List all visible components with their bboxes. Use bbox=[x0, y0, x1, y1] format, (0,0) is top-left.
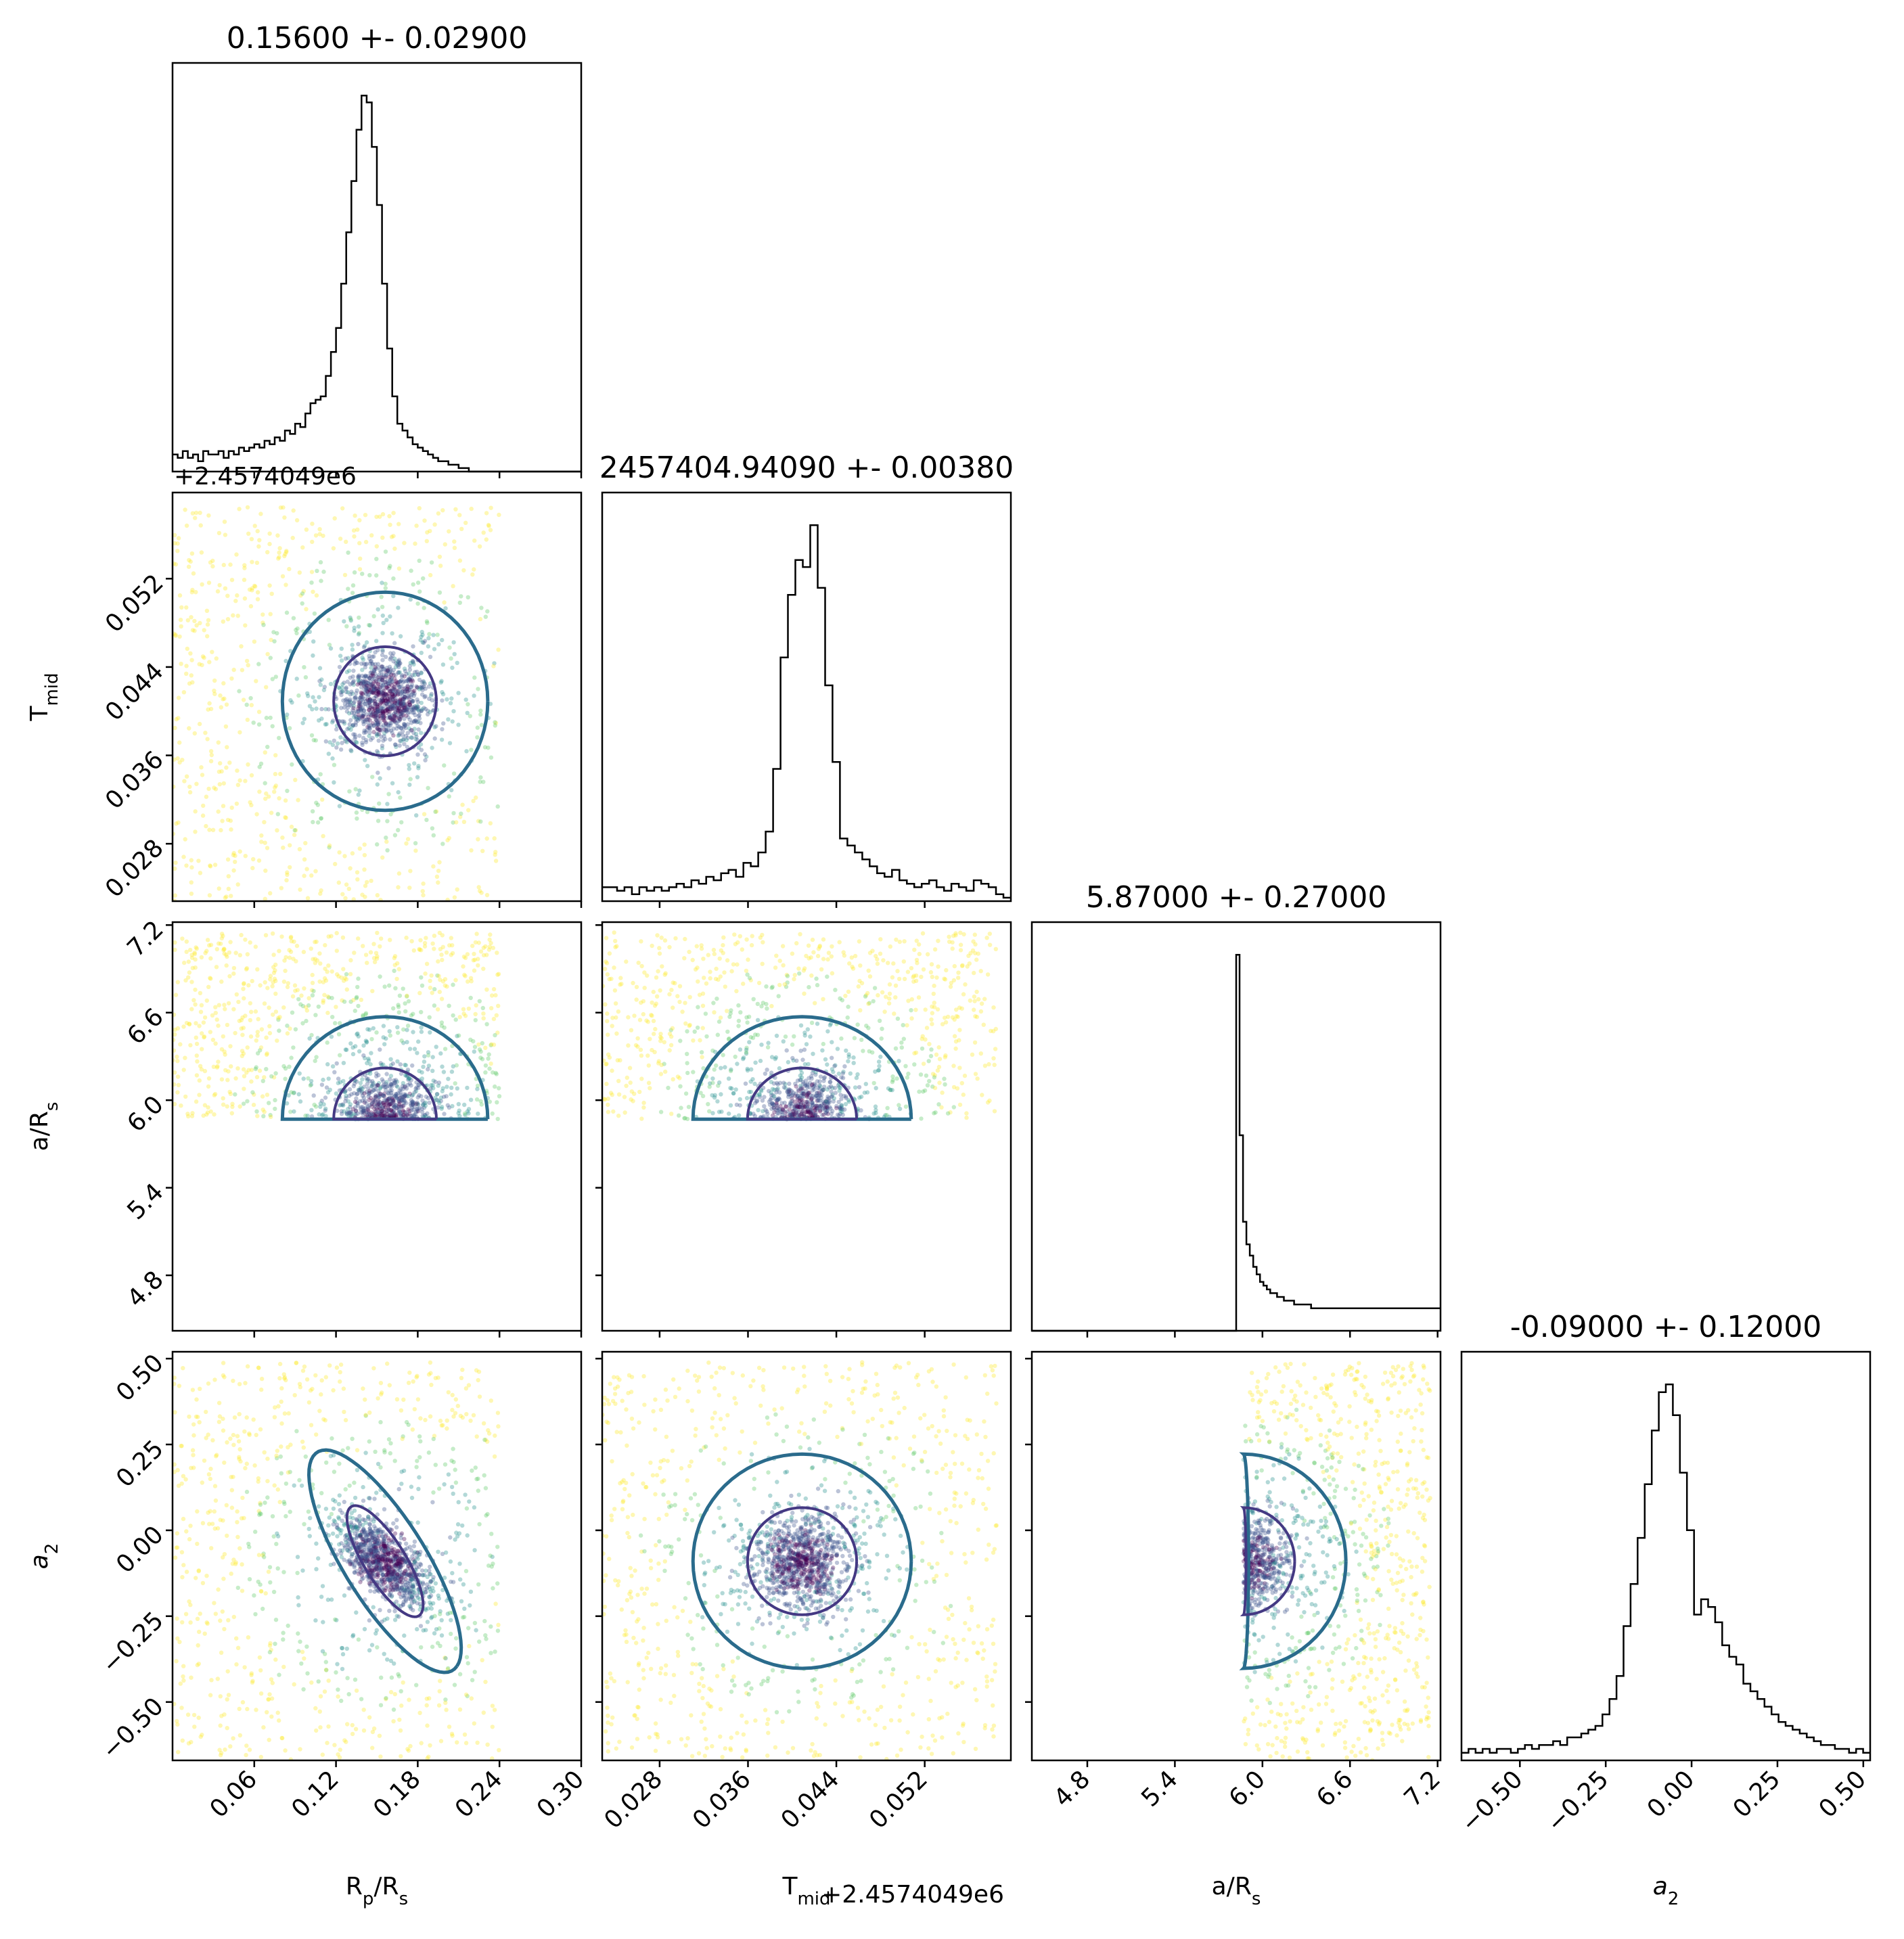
y-tick-label-a2: 0.00 bbox=[111, 1521, 169, 1579]
scatter-points bbox=[602, 1360, 999, 1760]
histogram-frame-rp bbox=[171, 62, 583, 473]
x-tick-label-a2: −0.25 bbox=[1542, 1765, 1614, 1838]
x-tick-label-a2: −0.50 bbox=[1456, 1765, 1528, 1838]
y-axis-label-a2: a2 bbox=[26, 1543, 62, 1570]
x-axis-label-ars: a/Rs bbox=[1212, 1873, 1261, 1909]
panel-frame bbox=[171, 921, 583, 1332]
panel-frame bbox=[1030, 1350, 1442, 1762]
y-tick-label-tmid: 0.036 bbox=[100, 746, 169, 815]
histogram-frame-tmid bbox=[601, 491, 1012, 903]
histogram-title-tmid: 2457404.94090 +- 0.00380 bbox=[599, 451, 1014, 485]
scatter-panel-rp-tmid bbox=[171, 491, 583, 903]
y-tick-label-a2: −0.25 bbox=[97, 1607, 169, 1679]
y-axis-label-ars: a/Rs bbox=[26, 1102, 62, 1151]
contour-inner bbox=[746, 1066, 859, 1121]
y-axis-label-tmid: Tmid bbox=[26, 672, 62, 721]
y-tick-label-a2: 0.50 bbox=[111, 1349, 169, 1407]
y-tick-label-tmid: 0.044 bbox=[100, 658, 169, 727]
histogram-frame-ars bbox=[1030, 921, 1442, 1332]
contour-outer bbox=[691, 1452, 913, 1670]
x-tick-label-ars: 7.2 bbox=[1399, 1765, 1446, 1812]
panel-frame bbox=[171, 491, 583, 903]
x-tick-label-rp: 0.18 bbox=[368, 1765, 426, 1823]
contour-inner bbox=[746, 1506, 859, 1616]
x-axis-label-rp: Rp/Rs bbox=[346, 1873, 408, 1909]
scatter-panel-tmid-a2 bbox=[601, 1350, 1012, 1762]
histogram-title-rp: 0.15600 +- 0.02900 bbox=[227, 21, 528, 55]
scatter-panel-ars-a2 bbox=[1030, 1350, 1442, 1762]
x-tick-label-ars: 5.4 bbox=[1136, 1765, 1183, 1812]
histogram-panel-ars: 5.87000 +- 0.27000 bbox=[1030, 880, 1442, 1332]
scatter-points bbox=[173, 930, 502, 1122]
y-tick-label-tmid: 0.052 bbox=[100, 569, 169, 638]
histogram-title-ars: 5.87000 +- 0.27000 bbox=[1086, 880, 1387, 915]
x-tick-label-rp: 0.12 bbox=[286, 1765, 344, 1823]
scatter-panel-rp-ars bbox=[171, 921, 583, 1332]
panel-frame bbox=[601, 921, 1012, 1332]
x-tick-label-tmid: 0.044 bbox=[776, 1765, 845, 1834]
y-tick-label-ars: 4.8 bbox=[122, 1266, 168, 1313]
y-tick-label-ars: 6.6 bbox=[122, 1003, 168, 1050]
contour-inner bbox=[345, 1504, 425, 1618]
histogram-title-a2: -0.09000 +- 0.12000 bbox=[1510, 1310, 1822, 1344]
x-tick-label-ars: 4.8 bbox=[1049, 1765, 1095, 1812]
y-tick-label-ars: 7.2 bbox=[122, 915, 168, 962]
histogram-ars bbox=[1032, 954, 1441, 1332]
panel-frame bbox=[171, 1350, 583, 1762]
y-tick-label-a2: −0.50 bbox=[97, 1693, 169, 1765]
x-axis-offset-tmid: +2.4574049e6 bbox=[821, 1881, 1004, 1909]
x-tick-label-rp: 0.24 bbox=[450, 1765, 508, 1823]
histogram-panel-tmid: 2457404.94090 +- 0.00380 bbox=[599, 451, 1014, 903]
histogram-a2 bbox=[1461, 1384, 1870, 1754]
histogram-tmid bbox=[602, 524, 1011, 899]
x-tick-label-a2: 0.25 bbox=[1728, 1765, 1786, 1823]
scatter-points bbox=[173, 1360, 501, 1760]
y-tick-label-ars: 6.0 bbox=[122, 1091, 168, 1137]
scatter-panel-rp-a2 bbox=[171, 1350, 583, 1762]
x-tick-label-a2: 0.00 bbox=[1642, 1765, 1700, 1823]
y-tick-label-a2: 0.25 bbox=[111, 1435, 169, 1493]
contour-inner bbox=[1240, 1506, 1296, 1617]
scatter-points bbox=[602, 930, 999, 1122]
x-tick-label-tmid: 0.028 bbox=[599, 1765, 668, 1834]
x-axis-label-tmid: Tmid bbox=[781, 1873, 830, 1909]
contour-outer bbox=[280, 590, 490, 813]
x-axis-label-a2: a2 bbox=[1653, 1873, 1679, 1909]
contour-outer bbox=[307, 1448, 463, 1674]
contour-outer bbox=[1239, 1452, 1348, 1670]
y-tick-label-tmid: 0.028 bbox=[100, 834, 169, 903]
x-tick-label-rp: 0.06 bbox=[204, 1765, 263, 1823]
histogram-frame-a2 bbox=[1460, 1350, 1872, 1762]
y-tick-label-ars: 5.4 bbox=[122, 1178, 168, 1225]
y-axis-offset-tmid: +2.4574049e6 bbox=[174, 463, 357, 491]
x-tick-label-rp: 0.30 bbox=[532, 1765, 590, 1823]
x-tick-label-ars: 6.6 bbox=[1311, 1765, 1358, 1812]
histogram-panel-a2: -0.09000 +- 0.12000 bbox=[1460, 1310, 1872, 1762]
x-tick-label-tmid: 0.052 bbox=[864, 1765, 933, 1834]
contour-inner bbox=[332, 1066, 438, 1121]
contour-inner bbox=[332, 645, 438, 758]
histogram-rp bbox=[173, 95, 581, 473]
x-tick-label-tmid: 0.036 bbox=[687, 1765, 756, 1834]
scatter-points bbox=[1239, 1361, 1432, 1760]
scatter-panel-tmid-ars bbox=[601, 921, 1012, 1332]
panel-frame bbox=[601, 1350, 1012, 1762]
x-tick-label-a2: 0.50 bbox=[1814, 1765, 1872, 1823]
histogram-panel-rp: 0.15600 +- 0.02900 bbox=[171, 21, 583, 473]
scatter-points bbox=[173, 505, 501, 901]
x-tick-label-ars: 6.0 bbox=[1224, 1765, 1271, 1812]
